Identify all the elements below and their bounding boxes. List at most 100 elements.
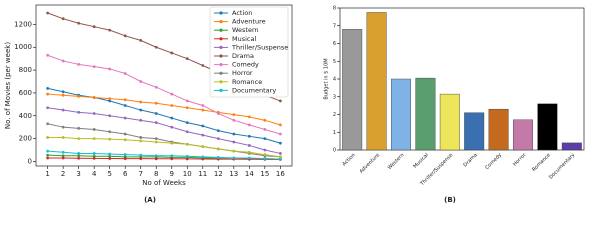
legend-marker	[219, 54, 223, 58]
series-line	[47, 123, 281, 158]
point	[154, 140, 158, 144]
y-tick-label: 7	[333, 23, 336, 29]
series-line	[47, 107, 281, 154]
point	[263, 157, 267, 160]
plot-frame	[35, 4, 293, 167]
point	[61, 17, 65, 21]
y-tick-label: 400	[19, 112, 32, 120]
point	[278, 99, 282, 103]
point	[170, 104, 174, 107]
legend-label: Horror	[232, 69, 253, 77]
point	[278, 132, 282, 136]
y-tick-label: 0	[333, 148, 336, 154]
point	[123, 104, 127, 107]
point	[263, 153, 267, 156]
x-tick-label: 7	[138, 170, 142, 178]
bar	[391, 78, 411, 151]
caption: (A)	[144, 196, 156, 204]
point	[232, 149, 236, 153]
point	[263, 148, 267, 152]
x-tick-label: 14	[245, 170, 254, 178]
bar	[537, 103, 558, 151]
x-tick-label: 6	[123, 170, 128, 178]
point	[61, 150, 65, 154]
y-tick-label: 3	[333, 94, 336, 100]
point	[77, 110, 81, 114]
legend-label: Adventure	[232, 18, 266, 26]
point	[278, 123, 282, 127]
x-tick-label: 10	[183, 170, 192, 178]
point	[247, 156, 251, 160]
x-tick-label: Horror	[512, 152, 528, 168]
point	[185, 157, 189, 161]
point	[46, 86, 50, 90]
point	[123, 132, 127, 136]
point	[61, 125, 65, 129]
point	[154, 157, 158, 161]
x-tick-label: 3	[76, 170, 80, 178]
x-tick-label: 12	[214, 170, 223, 178]
point	[123, 98, 127, 102]
point	[46, 122, 50, 126]
point	[170, 116, 174, 120]
x-tick-label: 8	[154, 170, 158, 178]
point	[108, 99, 112, 103]
legend-marker	[219, 88, 223, 92]
x-tick-label: 5	[107, 170, 111, 178]
point	[61, 108, 65, 112]
point	[92, 154, 96, 158]
point	[247, 150, 251, 154]
legend-label: Western	[232, 26, 259, 34]
point	[46, 106, 50, 110]
point	[170, 51, 174, 55]
point	[108, 137, 112, 141]
y-tick-label: 5	[333, 59, 336, 65]
point	[139, 157, 143, 160]
x-tick-label: Musical	[412, 152, 429, 169]
x-axis-label: No of Weeks	[142, 179, 186, 187]
legend-label: Romance	[232, 78, 262, 86]
point	[216, 129, 220, 133]
point	[201, 104, 205, 107]
point	[139, 80, 143, 83]
point	[46, 156, 50, 160]
point	[201, 124, 205, 128]
point	[263, 137, 267, 140]
bar	[415, 77, 436, 151]
legend-label: Documentary	[232, 86, 276, 94]
point	[201, 155, 205, 159]
point	[170, 92, 174, 96]
point	[263, 118, 267, 122]
point	[247, 123, 251, 127]
x-tick-label: Western	[387, 152, 406, 171]
point	[185, 99, 189, 103]
bar	[561, 142, 582, 151]
point	[247, 115, 251, 119]
point	[170, 157, 174, 161]
legend-marker	[219, 71, 223, 75]
point	[201, 64, 205, 67]
point	[108, 130, 112, 134]
x-tick-label: Drama	[462, 152, 478, 168]
point	[263, 128, 267, 131]
series-line	[47, 136, 281, 158]
legend-marker	[219, 63, 223, 67]
figure: 0 200 400 600 800 1000 1200 No. of Movies (per …	[4, 4, 585, 204]
point	[92, 156, 96, 160]
point	[170, 125, 174, 129]
x-tick-label: 4	[92, 170, 97, 178]
point	[108, 28, 112, 32]
point	[154, 101, 158, 105]
point	[46, 53, 50, 57]
point	[77, 126, 81, 130]
y-tick-label: 200	[19, 135, 32, 143]
point	[92, 112, 96, 115]
point	[278, 155, 282, 159]
point	[278, 152, 282, 155]
series-line	[47, 157, 281, 160]
point	[185, 106, 189, 110]
point	[46, 149, 50, 153]
point	[123, 116, 127, 120]
point	[92, 25, 96, 29]
point	[61, 59, 65, 63]
